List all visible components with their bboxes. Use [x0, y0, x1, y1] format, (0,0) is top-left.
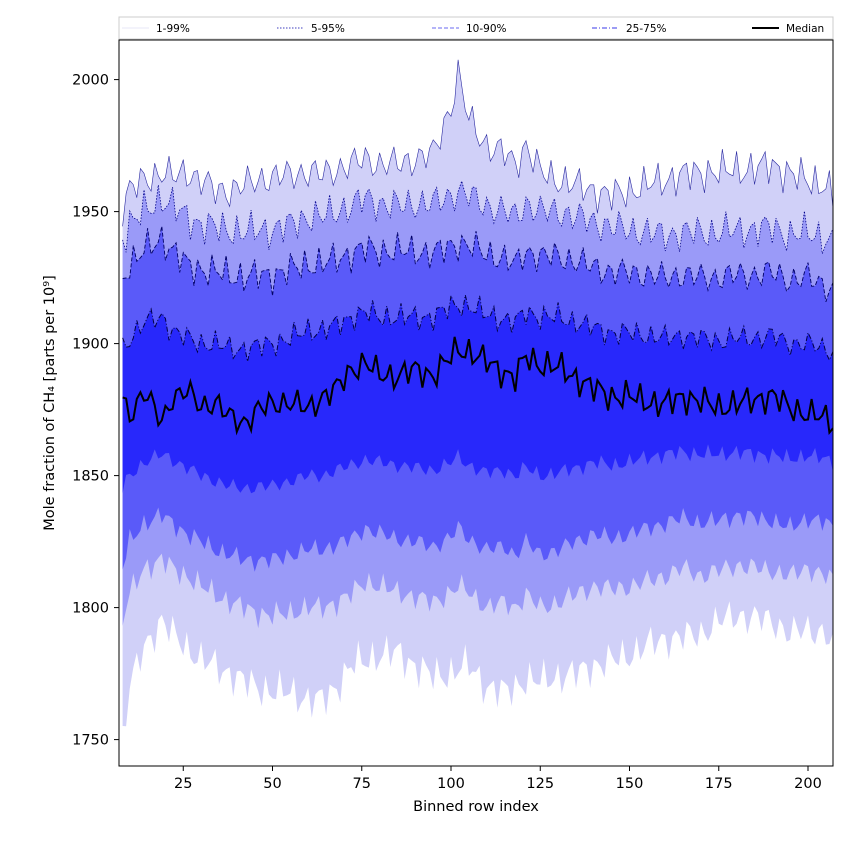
x-tick-label: 50 [263, 776, 281, 792]
y-axis-label: Mole fraction of CH₄ [parts per 10⁹] [42, 275, 58, 530]
line-p75 [122, 293, 833, 362]
legend-label: 10-90% [466, 23, 507, 35]
y-tick-label: 1800 [72, 601, 109, 617]
x-tick-label: 150 [616, 776, 644, 792]
legend-label: 1-99% [156, 23, 190, 35]
x-axis-ticks: 25 50 75 100 125 150 175 200 [174, 766, 822, 792]
plot-frame [118, 39, 834, 767]
y-tick-label: 1900 [72, 337, 109, 353]
x-tick-label: 75 [353, 776, 371, 792]
y-tick-label: 1850 [72, 469, 109, 485]
legend-box [118, 16, 834, 40]
line-p99 [122, 59, 833, 227]
line-p95 [122, 179, 833, 254]
x-tick-label: 25 [174, 776, 192, 792]
line-median [122, 336, 833, 436]
y-tick-label: 1750 [72, 733, 109, 749]
x-tick-label: 125 [526, 776, 554, 792]
legend-label: Median [786, 23, 824, 35]
x-tick-label: 200 [794, 776, 822, 792]
percentile-lines [122, 59, 833, 436]
y-tick-label: 1950 [72, 205, 109, 221]
legend-label: 25-75% [626, 23, 667, 35]
x-tick-label: 175 [705, 776, 733, 792]
band-25-75 [122, 295, 833, 494]
x-axis-label: Binned row index [413, 799, 539, 815]
legend: 1-99% 5-95% 10-90% 25-75% Median [118, 16, 834, 40]
percentile-bands [122, 59, 833, 727]
y-tick-label: 2000 [72, 73, 109, 89]
y-axis-ticks: 1750 1800 1850 1900 1950 2000 [72, 73, 119, 749]
x-tick-label: 100 [437, 776, 465, 792]
legend-label: 5-95% [311, 23, 345, 35]
